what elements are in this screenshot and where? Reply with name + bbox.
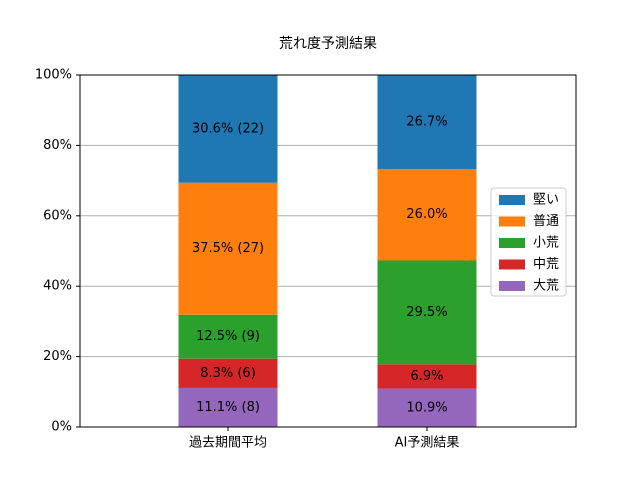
bar-segment: [377, 388, 477, 427]
value-label: 29.5%: [406, 305, 447, 320]
legend-swatch: [499, 216, 525, 227]
legend-label: 大荒: [533, 279, 559, 294]
value-label: 11.1% (8): [196, 400, 260, 415]
value-label: 30.6% (22): [192, 121, 264, 136]
bar-segment: [377, 168, 477, 261]
y-tick-label: 0%: [51, 420, 72, 435]
y-tick-label: 80%: [43, 138, 72, 153]
legend-swatch: [499, 195, 525, 205]
y-tick-label: 60%: [43, 208, 72, 223]
bar-segment: [178, 75, 278, 183]
legend-swatch: [499, 259, 525, 270]
legend-swatch: [499, 238, 525, 248]
x-tick-label: AI予測結果: [395, 436, 460, 451]
bar-segment: [178, 182, 278, 315]
value-label: 26.0%: [406, 207, 447, 222]
plot-frame: [79, 74, 577, 428]
legend-swatch: [499, 281, 525, 291]
bar-segment: [377, 364, 477, 389]
bar-segment: [377, 260, 477, 365]
value-label: 12.5% (9): [196, 329, 260, 344]
x-tick-label: 過去期間平均: [189, 436, 267, 451]
value-label: 26.7%: [406, 114, 447, 129]
legend-label: 小荒: [533, 236, 559, 251]
y-tick-label: 20%: [43, 349, 72, 364]
bar-segment: [377, 75, 477, 169]
legend-label: 中荒: [533, 257, 559, 272]
bar-segment: [178, 358, 278, 388]
chart-title: 荒れ度予測結果: [279, 36, 377, 52]
bar-segment: [178, 314, 278, 359]
y-tick-label: 100%: [35, 68, 72, 83]
value-label: 10.9%: [406, 400, 447, 415]
value-label: 6.9%: [410, 369, 443, 384]
value-label: 37.5% (27): [192, 241, 264, 256]
legend-label: 普通: [533, 214, 559, 229]
bar-segment: [178, 387, 278, 427]
legend-label: 堅い: [533, 193, 559, 208]
y-tick-label: 40%: [43, 279, 72, 294]
value-label: 8.3% (6): [200, 366, 256, 381]
